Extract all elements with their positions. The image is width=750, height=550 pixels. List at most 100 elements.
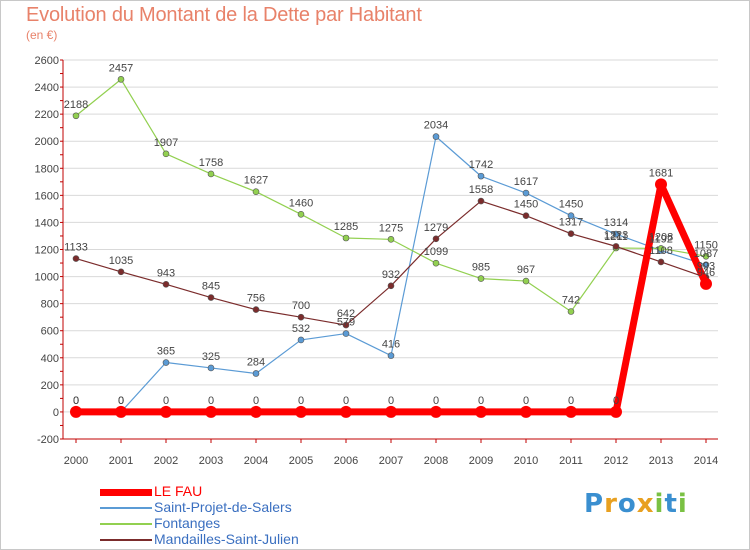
data-label: 0 bbox=[73, 395, 79, 407]
data-label: 1087 bbox=[694, 248, 718, 260]
data-point bbox=[702, 261, 710, 269]
data-label: 0 bbox=[433, 395, 439, 407]
x-tick-label: 2011 bbox=[559, 455, 583, 467]
data-point bbox=[477, 275, 485, 282]
data-point bbox=[295, 405, 307, 418]
x-tick-label: 2007 bbox=[379, 455, 403, 467]
data-label: 1192 bbox=[649, 234, 673, 246]
data-label: 1150 bbox=[694, 239, 718, 251]
data-label: 579 bbox=[337, 317, 355, 329]
data-point bbox=[387, 352, 395, 359]
data-point bbox=[520, 405, 532, 418]
data-point bbox=[522, 189, 530, 197]
data-label: 325 bbox=[202, 351, 220, 363]
proxiti-logo: Proxiti bbox=[584, 489, 688, 519]
legend-label: Mandailles-Saint-Julien bbox=[154, 531, 299, 547]
data-point bbox=[252, 370, 260, 377]
y-tick-label: 2200 bbox=[35, 109, 59, 121]
data-point bbox=[342, 234, 350, 242]
data-point bbox=[565, 405, 577, 418]
data-point bbox=[162, 280, 170, 288]
y-tick-label: 2400 bbox=[35, 82, 59, 94]
legend-swatch bbox=[100, 488, 152, 496]
data-point bbox=[567, 230, 575, 237]
x-tick-label: 2000 bbox=[64, 455, 88, 467]
y-tick-label: 1600 bbox=[35, 190, 59, 202]
data-point bbox=[72, 112, 80, 120]
data-point bbox=[250, 405, 262, 418]
data-label: 284 bbox=[247, 356, 265, 368]
data-label: 0 bbox=[388, 395, 394, 407]
y-tick-label: 600 bbox=[41, 326, 59, 338]
legend-label: LE FAU bbox=[154, 483, 203, 499]
data-point bbox=[70, 405, 82, 418]
data-point bbox=[342, 330, 350, 337]
data-label: 0 bbox=[118, 395, 124, 407]
data-label: 0 bbox=[163, 395, 169, 407]
data-label: 932 bbox=[382, 269, 400, 281]
data-point bbox=[702, 252, 710, 260]
data-point bbox=[567, 308, 575, 315]
data-label: 365 bbox=[157, 346, 175, 358]
data-label: 0 bbox=[343, 395, 349, 407]
data-label: 0 bbox=[73, 395, 79, 407]
data-label: 1099 bbox=[424, 246, 448, 258]
data-point bbox=[385, 405, 397, 418]
data-label: 1211 bbox=[604, 231, 628, 243]
logo-letter: P bbox=[584, 489, 605, 519]
data-label: 1681 bbox=[649, 167, 673, 179]
legend-swatch bbox=[100, 539, 152, 541]
data-point bbox=[477, 172, 485, 180]
data-label: 1460 bbox=[289, 197, 313, 209]
data-label: 0 bbox=[253, 395, 259, 407]
y-tick-label: 200 bbox=[41, 380, 59, 392]
data-point bbox=[610, 405, 622, 418]
data-point bbox=[612, 243, 620, 250]
data-point bbox=[657, 245, 665, 252]
data-label: 1133 bbox=[64, 242, 88, 254]
data-label: 0 bbox=[568, 395, 574, 407]
data-label: 0 bbox=[613, 395, 619, 407]
data-point bbox=[297, 336, 305, 344]
data-label: 0 bbox=[478, 395, 484, 407]
data-label: 2188 bbox=[64, 99, 88, 111]
legend-swatch bbox=[100, 507, 152, 509]
data-point bbox=[700, 277, 712, 290]
data-point bbox=[522, 277, 530, 285]
y-tick-label: 1200 bbox=[35, 245, 59, 257]
x-tick-label: 2004 bbox=[244, 455, 268, 467]
data-point bbox=[117, 76, 125, 83]
data-label: 532 bbox=[292, 323, 310, 335]
data-label: 1317 bbox=[559, 217, 583, 229]
data-label: 1742 bbox=[469, 159, 493, 171]
logo-letter: i bbox=[677, 489, 688, 519]
x-tick-label: 2002 bbox=[154, 455, 178, 467]
x-tick-label: 2014 bbox=[694, 455, 718, 467]
data-label: 1223 bbox=[604, 229, 628, 241]
data-label: 1627 bbox=[244, 175, 268, 187]
y-tick-label: -200 bbox=[37, 434, 59, 446]
data-point bbox=[657, 258, 665, 266]
y-tick-label: 2600 bbox=[35, 55, 59, 67]
x-tick-label: 2006 bbox=[334, 455, 358, 467]
data-point bbox=[432, 235, 440, 243]
data-label: 985 bbox=[472, 262, 490, 274]
data-label: 2457 bbox=[109, 62, 133, 74]
data-point bbox=[387, 282, 395, 290]
data-label: 946 bbox=[697, 267, 715, 279]
data-label: 416 bbox=[382, 339, 400, 351]
data-label: 0 bbox=[523, 395, 529, 407]
y-tick-label: 1000 bbox=[35, 272, 59, 284]
x-tick-label: 2001 bbox=[109, 455, 133, 467]
y-tick-label: 0 bbox=[53, 407, 59, 419]
data-label: 1617 bbox=[514, 176, 538, 188]
data-label: 1314 bbox=[604, 217, 628, 229]
data-point bbox=[297, 211, 305, 218]
data-point bbox=[115, 405, 127, 418]
data-label: 967 bbox=[517, 264, 535, 276]
chart-title: Evolution du Montant de la Dette par Hab… bbox=[26, 4, 422, 26]
y-tick-label: 2000 bbox=[35, 136, 59, 148]
data-label: 1035 bbox=[109, 255, 133, 267]
